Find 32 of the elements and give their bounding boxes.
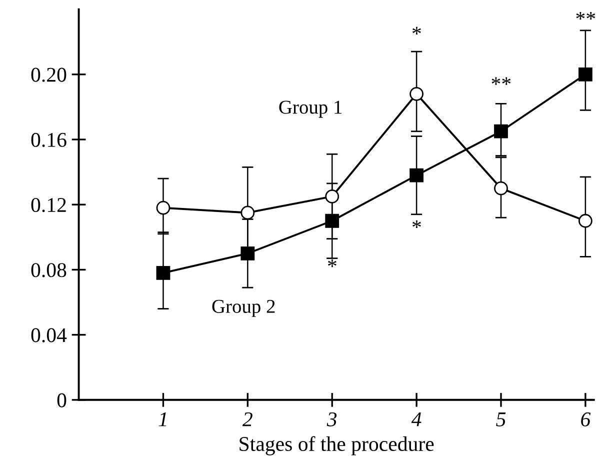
y-tick-label: 0.20 [31, 68, 66, 82]
annotation: ** [492, 77, 511, 85]
x-axis-title: Stages of the procedure [240, 436, 434, 456]
annotation: * [412, 26, 421, 34]
point [325, 214, 340, 228]
annotation: ** [576, 12, 596, 20]
point [578, 214, 592, 228]
y-tick-label: 0.12 [31, 198, 66, 212]
x-tick-label: 5 [496, 412, 506, 426]
x-tick-label: 3 [326, 412, 337, 426]
x-tick-label: 2 [242, 412, 252, 426]
point [494, 124, 508, 138]
text: Group 1 [279, 100, 342, 118]
x-tick-label: 4 [411, 412, 422, 426]
point [410, 86, 424, 101]
x-tick-label: 6 [581, 412, 591, 426]
y-tick-label: 0 [57, 393, 66, 408]
y-tick-label: 0.04 [31, 328, 67, 342]
y-tick-label: 0.08 [31, 263, 66, 278]
point [156, 266, 170, 280]
point [156, 200, 170, 215]
x-tick-label: 1 [158, 412, 166, 426]
point [410, 168, 424, 182]
annotation: * [328, 259, 336, 268]
point [240, 246, 255, 260]
annotation: * [412, 220, 421, 228]
point [578, 67, 592, 82]
y-tick-label: 0.16 [31, 132, 66, 148]
point [325, 190, 340, 204]
point [494, 181, 508, 196]
point [240, 206, 255, 220]
series-label: Group 2 [212, 300, 275, 317]
